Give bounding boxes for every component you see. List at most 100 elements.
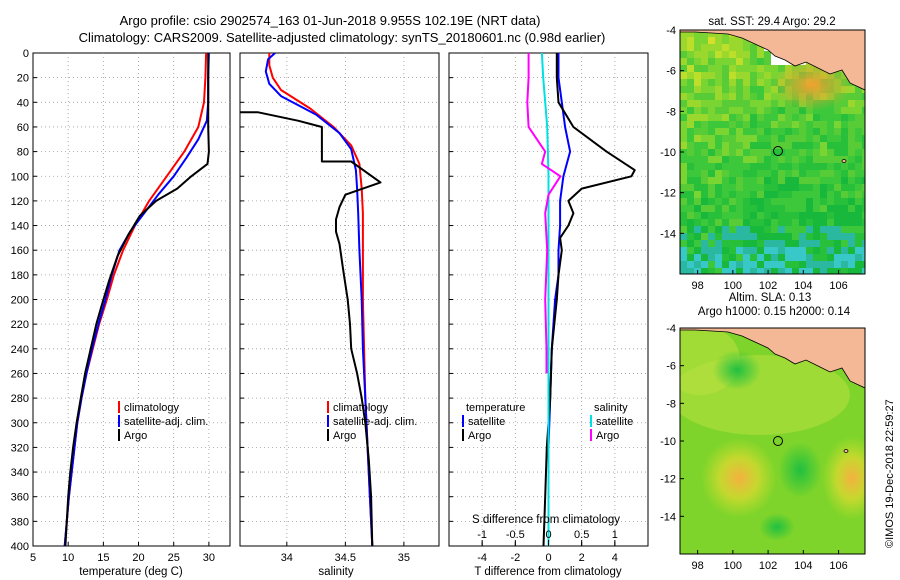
sla-map-xtick-label: 104 — [794, 560, 812, 572]
sst-cell — [799, 233, 806, 240]
sst-cell — [715, 58, 722, 65]
sst-cell — [848, 128, 855, 135]
difference-series — [526, 53, 636, 546]
sst-cell — [750, 128, 757, 135]
sst-cell — [855, 107, 862, 114]
sst-cell — [750, 219, 757, 226]
legend-satellite-label: satellite-adj. clim. — [124, 416, 208, 428]
sst-cell — [750, 156, 757, 163]
sst-cell — [715, 170, 722, 177]
sst-cell — [862, 219, 865, 226]
sst-cell — [827, 149, 834, 156]
sst-argo-marker — [773, 146, 783, 156]
sst-cell — [841, 205, 848, 212]
sst-cell — [792, 128, 799, 135]
sst-cell — [687, 191, 694, 198]
sst-cell — [771, 149, 778, 156]
sst-cell — [778, 177, 785, 184]
sst-cell — [834, 114, 841, 121]
sst-cell — [771, 205, 778, 212]
sst-cell — [687, 184, 694, 191]
sst-cell — [785, 107, 792, 114]
sst-cell — [687, 254, 694, 261]
sst-cell — [687, 72, 694, 79]
sst-cell — [722, 254, 729, 261]
sla-map-ytick-label: -4 — [666, 323, 676, 335]
sst-cell — [729, 205, 736, 212]
sst-cell — [792, 233, 799, 240]
sst-cell — [792, 212, 799, 219]
sst-cell — [813, 261, 820, 268]
sst-cell — [771, 240, 778, 247]
sst-cell — [750, 44, 757, 51]
sst-map-overlays — [680, 30, 865, 163]
sst-cell — [799, 149, 806, 156]
sst-cell — [799, 114, 806, 121]
sst-cell — [750, 198, 757, 205]
sst-cell — [820, 177, 827, 184]
sst-cell — [806, 135, 813, 142]
sst-cell — [708, 163, 715, 170]
sst-cell — [792, 198, 799, 205]
sst-cell — [701, 156, 708, 163]
sst-cell — [785, 163, 792, 170]
sst-cell — [771, 219, 778, 226]
temperature-xlabel: temperature (deg C) — [79, 566, 183, 578]
sst-cell — [771, 191, 778, 198]
sst-cell — [736, 191, 743, 198]
sst-cell — [757, 170, 764, 177]
sst-cell — [799, 142, 806, 149]
sst-cell — [743, 205, 750, 212]
sst-map: sat. SST: 29.4 Argo: 29.2 98 100 102 104 106… — [660, 16, 866, 292]
sst-cell — [806, 198, 813, 205]
temperature-xtick-label: 10 — [62, 552, 74, 564]
sst-cell — [792, 247, 799, 254]
sst-cell — [862, 226, 865, 233]
sst-cell — [743, 198, 750, 205]
sst-cell — [722, 51, 729, 58]
sst-cell — [687, 93, 694, 100]
sst-cell — [701, 72, 708, 79]
difference-top-xtick-label: -0.5 — [506, 529, 525, 541]
sst-cell — [785, 121, 792, 128]
sst-cell — [855, 254, 862, 261]
sst-cell — [778, 254, 785, 261]
sst-cell — [834, 233, 841, 240]
sst-cell — [827, 261, 834, 268]
sst-cell — [764, 170, 771, 177]
sst-cell — [750, 247, 757, 254]
sst-cell — [834, 240, 841, 247]
temperature-ticks: 0 20 40 60 80 100 120 140 160 180 200 220 240 260 280 3… — [11, 48, 215, 564]
sst-cell — [855, 156, 862, 163]
sst-cell — [743, 247, 750, 254]
sst-cell — [736, 114, 743, 121]
sst-cell — [708, 79, 715, 86]
sst-cell — [715, 37, 722, 44]
sst-map-ticks: 98 100 102 104 106 -4 -6 -8 -10 -12 -14 — [660, 25, 848, 292]
sst-cell — [743, 51, 750, 58]
depth-tick-label: 360 — [11, 492, 29, 504]
temperature-xtick-label: 15 — [97, 552, 109, 564]
difference-xtick-label: -2 — [510, 552, 520, 564]
sst-cell — [701, 177, 708, 184]
sst-cell — [806, 177, 813, 184]
sst-cell — [715, 198, 722, 205]
sst-cell — [862, 191, 865, 198]
sst-cell — [722, 107, 729, 114]
sst-map-ytick-label: -4 — [666, 25, 676, 37]
sst-cell — [722, 128, 729, 135]
sst-cell — [792, 205, 799, 212]
sst-cell — [687, 65, 694, 72]
sst-cell — [708, 30, 715, 37]
sst-cell — [862, 121, 865, 128]
sst-cell — [736, 142, 743, 149]
sst-cell — [687, 142, 694, 149]
sst-cell — [862, 240, 865, 247]
sst-cell — [813, 121, 820, 128]
sst-cell — [757, 135, 764, 142]
sst-cell — [694, 30, 701, 37]
sst-cell — [750, 107, 757, 114]
sst-cell — [841, 177, 848, 184]
sst-cell — [722, 135, 729, 142]
sst-cell — [820, 212, 827, 219]
